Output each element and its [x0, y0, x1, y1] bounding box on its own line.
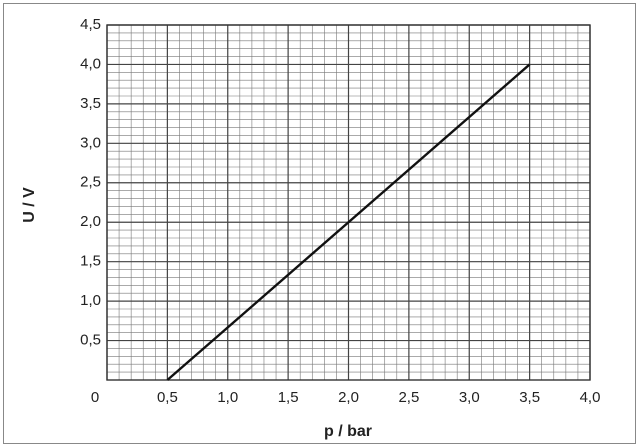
y-tick-label: 4,5 — [80, 16, 101, 33]
x-tick-label: 1,0 — [217, 389, 238, 406]
x-tick-label: 3,5 — [519, 389, 540, 406]
y-tick-label: 4,0 — [80, 55, 101, 72]
x-tick-label: 2,0 — [338, 389, 359, 406]
x-tick-label: 0,5 — [157, 389, 178, 406]
y-tick-label: 1,0 — [80, 292, 101, 309]
y-tick-label: 1,5 — [80, 253, 101, 270]
y-axis-title: U / V — [21, 187, 38, 223]
grid — [106, 24, 591, 381]
x-tick-label: 3,0 — [459, 389, 480, 406]
y-tick-label: 2,0 — [80, 213, 101, 230]
x-tick-label: 1,5 — [278, 389, 299, 406]
plot-border — [106, 24, 591, 381]
y-tick-label: 2,5 — [80, 174, 101, 191]
data-line — [166, 63, 531, 381]
x-tick-label: 0 — [91, 389, 99, 406]
x-axis-title: p / bar — [324, 423, 372, 440]
x-tick-label: 4,0 — [580, 389, 601, 406]
y-tick-label: 0,5 — [80, 332, 101, 349]
y-tick-label: 3,5 — [80, 95, 101, 112]
x-tick-label: 2,5 — [398, 389, 419, 406]
y-tick-label: 3,0 — [80, 134, 101, 151]
